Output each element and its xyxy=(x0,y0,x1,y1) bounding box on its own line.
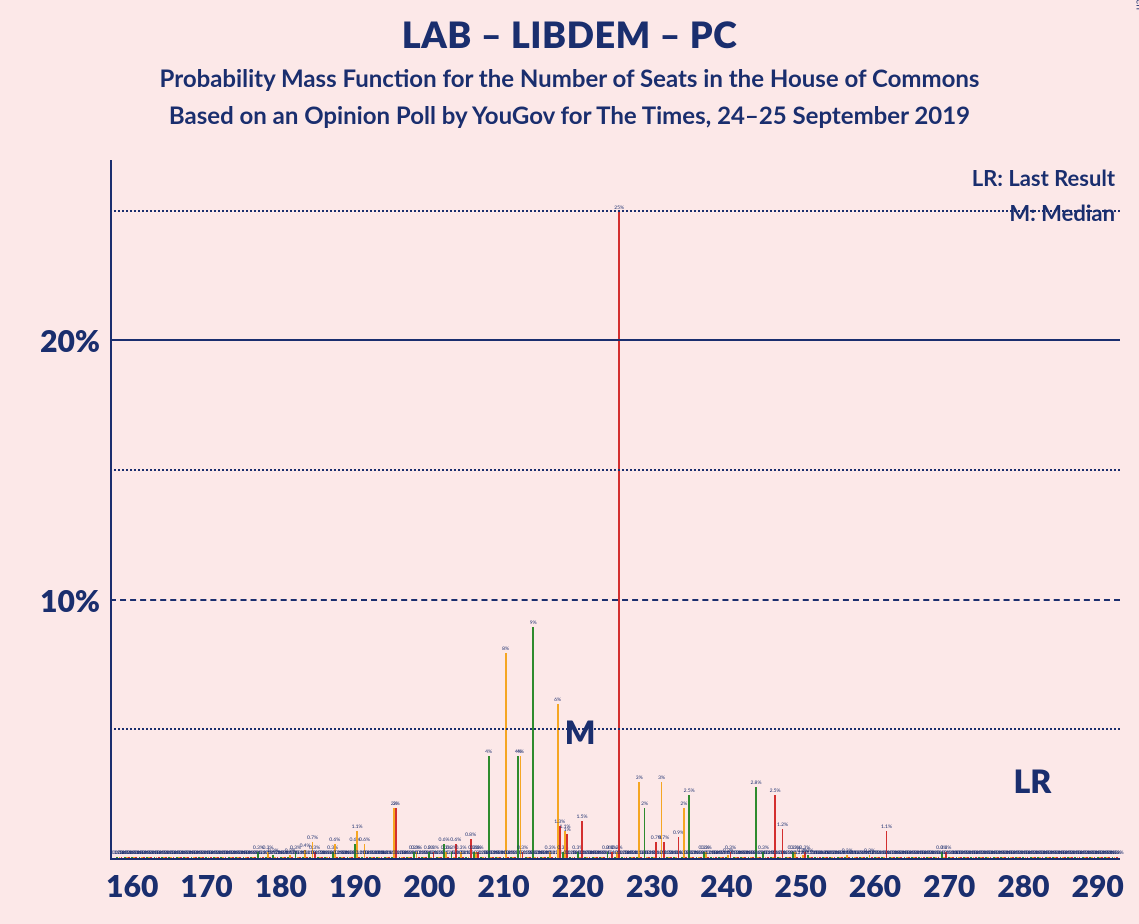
bar-value-label: 2% xyxy=(680,801,687,807)
bar-value-label: 1.5% xyxy=(576,814,587,820)
gridline xyxy=(110,599,1120,601)
copyright-text: © 2019 Filip van Laenen xyxy=(1133,0,1139,10)
bar-value-label: 2% xyxy=(641,801,648,807)
gridline xyxy=(110,339,1120,341)
y-tick-label: 20% xyxy=(40,323,100,359)
chart-title: LAB – LIBDEM – PC xyxy=(0,12,1139,56)
plot-area: 0.12%0.12%0.12%0.12%0.12%0.12%0.12%0.12%… xyxy=(112,160,1120,860)
bar-value-label: 2.5% xyxy=(770,788,781,794)
x-tick-label: 210 xyxy=(477,868,529,904)
bar xyxy=(566,834,568,860)
bar-value-label: 0.6% xyxy=(329,837,340,843)
x-tick-label: 160 xyxy=(106,868,158,904)
bar-value-label: 0.8% xyxy=(465,832,476,838)
bar-value-label: 1% xyxy=(564,827,571,833)
x-tick-label: 230 xyxy=(626,868,678,904)
bar-value-label: 2.5% xyxy=(684,788,695,794)
bar-value-label: 1.2% xyxy=(777,822,788,828)
bar-value-label: 9% xyxy=(530,620,537,626)
bar-value-label: 1.1% xyxy=(352,824,363,830)
x-tick-label: 270 xyxy=(923,868,975,904)
bar-value-label: 2% xyxy=(393,801,400,807)
bar xyxy=(678,837,680,860)
bar xyxy=(638,782,640,860)
bar-value-label: 3% xyxy=(636,775,643,781)
median-marker: M xyxy=(565,712,596,751)
bar-value-label: 0.6% xyxy=(450,837,461,843)
bar xyxy=(488,756,490,860)
gridline xyxy=(110,210,1120,212)
x-tick-label: 280 xyxy=(997,868,1049,904)
x-tick-label: 250 xyxy=(775,868,827,904)
bar xyxy=(532,627,534,860)
chart-subtitle-2: Based on an Opinion Poll by YouGov for T… xyxy=(0,101,1139,130)
bar-value-label: 0.6% xyxy=(439,837,450,843)
bar-value-label: 0.7% xyxy=(658,835,669,841)
x-tick-label: 180 xyxy=(255,868,307,904)
bar-value-label: 0.6% xyxy=(359,837,370,843)
bar-value-label: 0.12% xyxy=(1110,850,1124,856)
bar-value-label: 1.1% xyxy=(881,824,892,830)
x-tick-label: 220 xyxy=(552,868,604,904)
bar-value-label: 3% xyxy=(658,775,665,781)
bar-value-label: 6% xyxy=(554,697,561,703)
gridline xyxy=(110,728,1120,730)
bar-value-label: 0.7% xyxy=(307,835,318,841)
x-tick-label: 190 xyxy=(329,868,381,904)
x-tick-label: 200 xyxy=(403,868,455,904)
chart: 0.12%0.12%0.12%0.12%0.12%0.12%0.12%0.12%… xyxy=(110,160,1120,860)
bar xyxy=(559,826,561,860)
y-tick-label: 10% xyxy=(40,583,100,619)
bar-value-label: 8% xyxy=(502,646,509,652)
bar-value-label: 4% xyxy=(517,749,524,755)
gridline xyxy=(110,858,1120,860)
x-tick-label: 240 xyxy=(700,868,752,904)
gridline xyxy=(110,469,1120,471)
last-result-marker: LR xyxy=(1013,761,1051,800)
bar xyxy=(618,212,620,860)
x-tick-label: 170 xyxy=(180,868,232,904)
x-tick-label: 290 xyxy=(1072,868,1124,904)
bar-value-label: 2.8% xyxy=(750,780,761,786)
x-tick-label: 260 xyxy=(849,868,901,904)
titles: LAB – LIBDEM – PC Probability Mass Funct… xyxy=(0,0,1139,130)
chart-subtitle-1: Probability Mass Function for the Number… xyxy=(0,64,1139,93)
bar xyxy=(505,653,507,860)
bar-value-label: 4% xyxy=(485,749,492,755)
